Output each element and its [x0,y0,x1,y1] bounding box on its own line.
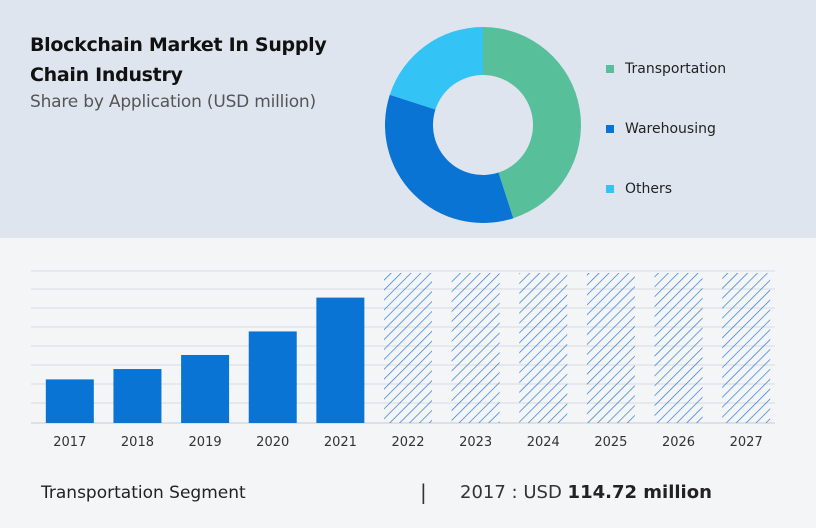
legend-swatch [606,65,614,73]
footer-value: 2017 : USD 114.72 million [460,482,712,503]
x-tick-label-2026: 2026 [662,435,695,450]
x-tick-label-2022: 2022 [391,435,424,450]
donut-chart [385,27,581,223]
legend-label: Transportation [625,61,727,77]
legend-swatch [606,185,614,193]
legend-item-others: Others [606,178,726,200]
x-tick-label-2024: 2024 [527,435,560,450]
forecast-bar-2026 [654,273,703,423]
x-tick-label-2019: 2019 [189,435,222,450]
donut-slice-warehousing [385,94,514,223]
x-tick-label-2027: 2027 [730,435,763,450]
legend-swatch [606,125,614,133]
x-tick-label-2023: 2023 [459,435,492,450]
legend-item-transportation: Transportation [606,58,726,80]
footer-separator: | [420,480,427,504]
x-tick-label-2025: 2025 [594,435,627,450]
forecast-bar-2025 [586,273,635,423]
legend-label: Warehousing [625,121,716,137]
x-tick-label-2018: 2018 [121,435,154,450]
bar-2020 [248,331,297,423]
footer-currency: USD [523,482,562,503]
forecast-bar-2023 [451,273,500,423]
bar-2018 [113,369,162,423]
chart-title: Blockchain Market In Supply Chain Indust… [30,34,327,86]
x-tick-label-2017: 2017 [53,435,86,450]
bar-2021 [316,297,365,423]
legend: Transportation Warehousing Others [606,58,726,238]
chart-subtitle: Share by Application (USD million) [30,92,316,112]
legend-label: Others [625,181,673,197]
donut-slice-transportation [483,27,581,219]
footer-segment: Transportation Segment [41,483,246,503]
forecast-bar-2022 [384,273,432,423]
bar-2019 [181,354,230,423]
footer-year: 2017 : [460,482,518,503]
forecast-bar-2024 [519,273,568,423]
donut-slice-others [389,27,483,110]
bar-2017 [45,379,94,423]
legend-item-warehousing: Warehousing [606,118,726,140]
bar-chart: 2017 2018 2019 2020 2021 2022 2023 2024 2025 2026… [31,270,775,450]
forecast-bar-2027 [722,273,771,423]
x-tick-label-2020: 2020 [256,435,289,450]
footer-amount: 114.72 million [567,482,712,503]
x-tick-label-2021: 2021 [324,435,357,450]
